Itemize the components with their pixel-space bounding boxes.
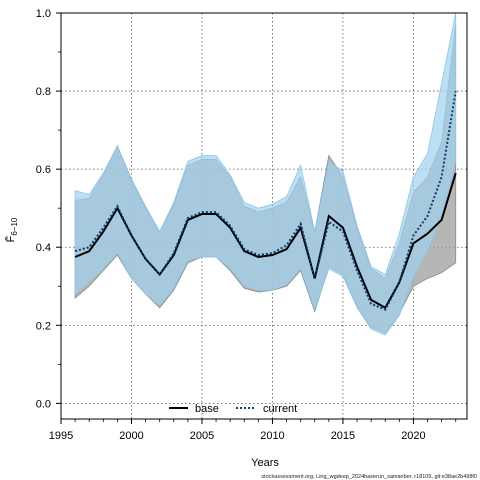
confidence-band-current bbox=[74, 13, 457, 336]
y-axis: 0.0 0.2 0.4 0.6 0.8 1.0 bbox=[36, 8, 61, 410]
confidence-bands bbox=[74, 13, 457, 336]
x-tick-label: 2015 bbox=[331, 430, 355, 442]
series-lines bbox=[74, 90, 457, 311]
svg-text:F̄6−10: F̄6−10 bbox=[4, 217, 19, 242]
series-line-current bbox=[74, 90, 457, 311]
legend-base-label: base bbox=[195, 403, 219, 415]
x-tick-label: 2000 bbox=[119, 430, 143, 442]
y-axis-title-main: F̄ bbox=[4, 235, 17, 242]
y-tick-label: 0.4 bbox=[36, 242, 51, 254]
x-tick-label: 2020 bbox=[401, 430, 425, 442]
y-tick-label: 0.6 bbox=[36, 164, 51, 176]
x-tick-label: 2005 bbox=[190, 430, 214, 442]
y-tick-label: 0.8 bbox=[36, 86, 51, 98]
y-axis-title-subscript: 6−10 bbox=[10, 217, 19, 236]
legend: base current bbox=[169, 403, 297, 415]
x-tick-label: 1995 bbox=[49, 430, 73, 442]
x-axis: 1995 2000 2005 2010 2015 2020 bbox=[49, 419, 457, 442]
y-tick-label: 0.2 bbox=[36, 320, 51, 332]
y-tick-label: 1.0 bbox=[36, 8, 51, 20]
y-axis-title: F̄6−10 bbox=[4, 217, 19, 242]
y-tick-label: 0.0 bbox=[36, 398, 51, 410]
x-axis-title: Years bbox=[251, 457, 279, 469]
footer-text: stockassessment.org, Ling_wgdeep_2024bas… bbox=[261, 474, 477, 480]
legend-current-label: current bbox=[263, 403, 297, 415]
plot-frame bbox=[60, 12, 468, 420]
x-tick-label: 2010 bbox=[260, 430, 284, 442]
